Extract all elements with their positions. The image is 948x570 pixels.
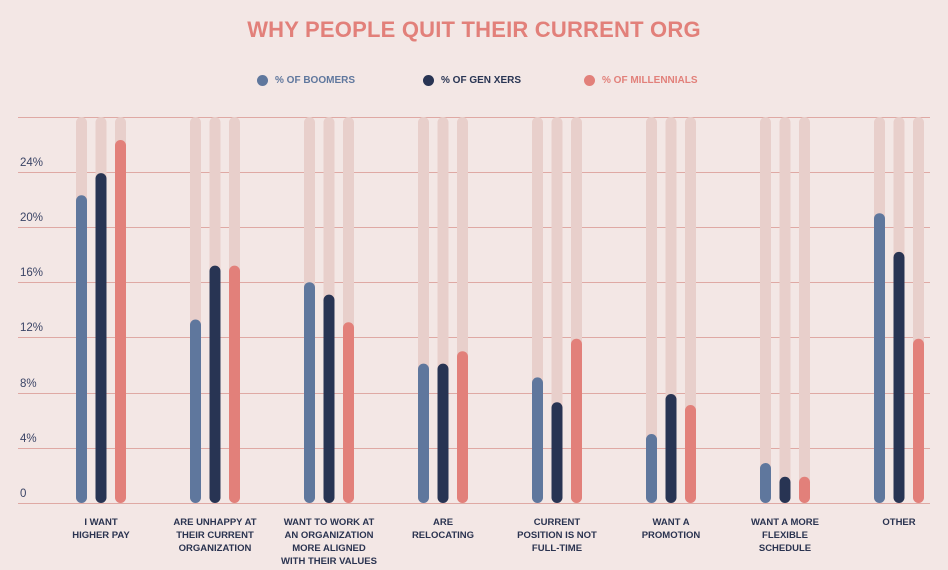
bar-boomers	[76, 195, 87, 503]
y-tick-label: 12%	[20, 322, 44, 335]
bar-genx	[893, 251, 905, 503]
legend-item-genx: % OF GEN XERS	[423, 72, 521, 88]
legend-item-millennials: % OF MILLENNIALS	[584, 72, 698, 88]
legend-label-millennials: % OF MILLENNIALS	[602, 74, 698, 86]
bar-millennials	[571, 338, 582, 503]
x-category-label: I WANT HIGHER PAY	[72, 517, 130, 541]
bar-millennials	[457, 351, 468, 503]
bar-millennials	[685, 405, 696, 503]
legend-label-genx: % OF GEN XERS	[441, 74, 522, 86]
y-tick-label: 4%	[20, 432, 37, 445]
y-tick-label: 24%	[20, 156, 44, 169]
bar-genx	[551, 402, 563, 503]
legend-swatch-boomers	[257, 74, 268, 86]
bar-genx	[95, 173, 107, 503]
bar-genx	[437, 363, 449, 503]
bar-boomers	[190, 319, 201, 503]
legend-item-boomers: % OF BOOMERS	[257, 72, 355, 88]
x-category-label: WANT A MORE FLEXIBLE SCHEDULE	[751, 517, 819, 554]
bar-millennials	[115, 140, 126, 503]
bar-track	[799, 117, 810, 503]
bar-boomers	[532, 377, 543, 503]
x-category-label: WANT TO WORK AT AN ORGANIZATION MORE ALI…	[281, 517, 377, 567]
bar-millennials	[229, 265, 240, 503]
legend-swatch-genx	[423, 74, 434, 86]
y-tick-label: 8%	[20, 377, 37, 390]
bar-boomers	[760, 462, 771, 503]
bar-track	[646, 117, 657, 503]
y-tick-label: 20%	[20, 212, 44, 224]
x-category-label: ARE RELOCATING	[411, 517, 475, 541]
bar-boomers	[304, 282, 315, 503]
y-tick-label: 0	[20, 488, 27, 500]
bar-genx	[209, 265, 221, 503]
y-tick-label: 16%	[20, 267, 44, 280]
bar-boomers	[874, 213, 885, 503]
bar-boomers	[418, 363, 429, 503]
x-category-label: WANT A PROMOTION	[641, 517, 701, 541]
bar-millennials	[343, 322, 354, 503]
bar-genx	[665, 393, 677, 503]
bar-boomers	[646, 434, 657, 503]
bar-genx	[779, 476, 791, 503]
legend-label-boomers: % OF BOOMERS	[275, 74, 356, 86]
bar-millennials	[913, 338, 924, 503]
bar-track	[779, 117, 791, 503]
chart-title: WHY PEOPLE QUIT THEIR CURRENT ORG	[247, 17, 701, 42]
legend-swatch-millennials	[584, 74, 595, 86]
x-category-label: ARE UNHAPPY AT THEIR CURRENT ORGANIZATIO…	[173, 517, 257, 554]
x-category-label: OTHER	[882, 517, 916, 528]
bar-millennials	[799, 476, 810, 503]
bar-genx	[323, 294, 335, 503]
bar-track	[760, 117, 771, 503]
x-category-label: CURRENT POSITION IS NOT FULL-TIME	[517, 517, 597, 554]
